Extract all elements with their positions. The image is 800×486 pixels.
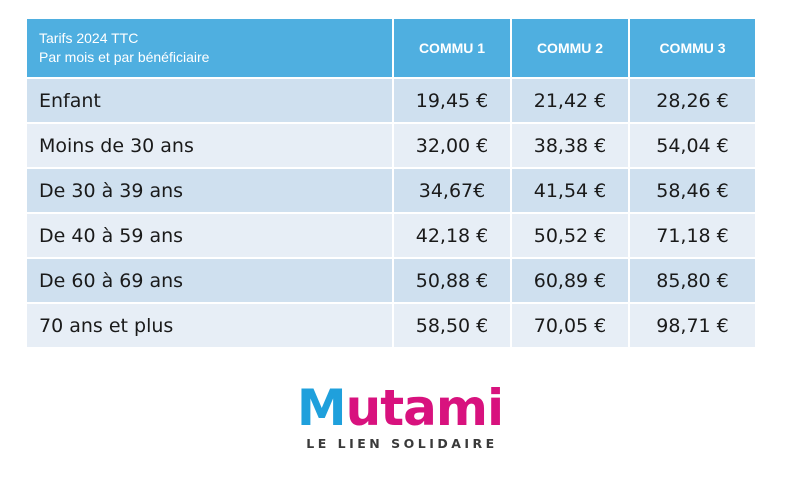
table-header-row: Tarifs 2024 TTC Par mois et par bénéfici… — [27, 19, 755, 79]
mutami-logo: Mutami LE LIEN SOLIDAIRE — [0, 382, 800, 451]
table-header-title: Tarifs 2024 TTC Par mois et par bénéfici… — [27, 19, 394, 79]
logo-tagline: LE LIEN SOLIDAIRE — [306, 436, 498, 451]
logo-wordmark: Mutami — [0, 382, 800, 434]
tariff-table: Tarifs 2024 TTC Par mois et par bénéfici… — [27, 19, 755, 349]
column-header-commu-2: COMMU 2 — [512, 19, 630, 79]
price-commu-1: 34,67€ — [394, 169, 512, 214]
price-commu-3: 28,26 € — [630, 79, 755, 124]
age-group-label: De 40 à 59 ans — [27, 214, 394, 259]
table-row: 70 ans et plus 58,50 € 70,05 € 98,71 € — [27, 304, 755, 349]
table-row: Moins de 30 ans 32,00 € 38,38 € 54,04 € — [27, 124, 755, 169]
age-group-label: Moins de 30 ans — [27, 124, 394, 169]
price-commu-2: 38,38 € — [512, 124, 630, 169]
price-commu-2: 50,52 € — [512, 214, 630, 259]
logo-first-letter: M — [296, 379, 347, 437]
age-group-label: De 30 à 39 ans — [27, 169, 394, 214]
age-group-label: Enfant — [27, 79, 394, 124]
price-commu-3: 98,71 € — [630, 304, 755, 349]
table-row: Enfant 19,45 € 21,42 € 28,26 € — [27, 79, 755, 124]
table-row: De 60 à 69 ans 50,88 € 60,89 € 85,80 € — [27, 259, 755, 304]
price-commu-1: 58,50 € — [394, 304, 512, 349]
price-commu-2: 41,54 € — [512, 169, 630, 214]
column-header-commu-1: COMMU 1 — [394, 19, 512, 79]
header-line-1: Tarifs 2024 TTC — [39, 30, 139, 46]
age-group-label: 70 ans et plus — [27, 304, 394, 349]
table-row: De 30 à 39 ans 34,67€ 41,54 € 58,46 € — [27, 169, 755, 214]
price-commu-1: 42,18 € — [394, 214, 512, 259]
price-commu-1: 19,45 € — [394, 79, 512, 124]
price-commu-2: 21,42 € — [512, 79, 630, 124]
age-group-label: De 60 à 69 ans — [27, 259, 394, 304]
price-commu-3: 85,80 € — [630, 259, 755, 304]
column-header-commu-3: COMMU 3 — [630, 19, 755, 79]
price-commu-3: 58,46 € — [630, 169, 755, 214]
price-commu-3: 54,04 € — [630, 124, 755, 169]
price-commu-3: 71,18 € — [630, 214, 755, 259]
price-commu-2: 70,05 € — [512, 304, 630, 349]
price-commu-1: 50,88 € — [394, 259, 512, 304]
header-line-2: Par mois et par bénéficiaire — [39, 49, 210, 65]
price-commu-1: 32,00 € — [394, 124, 512, 169]
logo-rest: utami — [345, 379, 504, 437]
price-commu-2: 60,89 € — [512, 259, 630, 304]
table-row: De 40 à 59 ans 42,18 € 50,52 € 71,18 € — [27, 214, 755, 259]
